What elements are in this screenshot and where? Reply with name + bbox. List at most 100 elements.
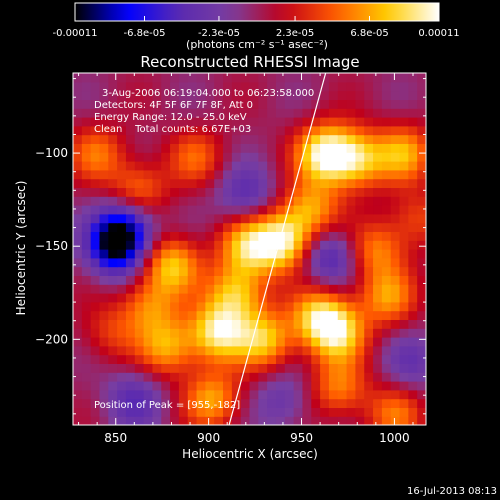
heatmap-cell <box>328 161 339 171</box>
heatmap-cell <box>381 108 392 118</box>
heatmap-cell <box>311 293 321 303</box>
heatmap-cell <box>355 143 365 153</box>
heatmap-cell <box>240 319 251 329</box>
heatmap-cell <box>231 345 242 356</box>
heatmap-cell <box>108 354 118 364</box>
heatmap-cell <box>355 125 365 136</box>
heatmap-cell <box>267 284 277 294</box>
heatmap-cell <box>231 257 242 268</box>
heatmap-cell <box>355 328 365 338</box>
heatmap-cell <box>117 178 127 188</box>
heatmap-cell <box>258 187 268 197</box>
heatmap-cell <box>364 117 374 127</box>
heatmap-cell <box>390 231 401 241</box>
heatmap-cell <box>196 275 206 285</box>
heatmap-cell <box>231 169 242 180</box>
heatmap-cell <box>205 117 215 127</box>
heatmap-cell <box>399 310 409 320</box>
heatmap-cell <box>346 389 356 400</box>
heatmap-cell <box>170 161 180 171</box>
heatmap-cell <box>99 257 109 268</box>
heatmap-cell <box>311 354 321 364</box>
heatmap-cell <box>364 310 374 320</box>
heatmap-cell <box>381 345 392 356</box>
heatmap-cell <box>214 389 224 400</box>
heatmap-cell <box>302 205 312 215</box>
heatmap-cell <box>143 169 154 180</box>
heatmap-cell <box>399 249 409 259</box>
heatmap-cell <box>399 354 409 364</box>
heatmap-cell <box>381 337 392 347</box>
heatmap-cell <box>346 398 356 408</box>
heatmap-cell <box>161 222 171 232</box>
heatmap-cell <box>355 73 365 83</box>
heatmap-cell <box>117 266 127 276</box>
heatmap-cell <box>90 73 101 83</box>
heatmap-cell <box>302 108 312 118</box>
heatmap-cell <box>125 257 136 268</box>
heatmap-cell <box>258 213 268 224</box>
heatmap-cell <box>170 81 180 92</box>
heatmap-cell <box>275 416 286 425</box>
heatmap-cell <box>81 169 92 180</box>
heatmap-cell <box>320 284 330 294</box>
heatmap-cell <box>258 337 268 347</box>
heatmap-cell <box>328 293 339 303</box>
heatmap-cell <box>381 319 392 329</box>
heatmap-cell <box>328 213 339 224</box>
heatmap-cell <box>187 345 198 356</box>
heatmap-cell <box>258 231 268 241</box>
heatmap-cell <box>346 301 356 312</box>
heatmap-cell <box>399 240 409 250</box>
heatmap-cell <box>196 231 206 241</box>
heatmap-cell <box>99 398 109 408</box>
heatmap-cell <box>381 196 392 206</box>
heatmap-cell <box>364 205 374 215</box>
heatmap-cell <box>311 328 321 338</box>
heatmap-cell <box>214 73 224 83</box>
heatmap-cell <box>81 319 92 329</box>
heatmap-cell <box>293 257 304 268</box>
heatmap-cell <box>214 152 224 162</box>
heatmap-cell <box>178 293 189 303</box>
heatmap-cell <box>178 319 189 329</box>
heatmap-cell <box>267 99 277 109</box>
heatmap-cell <box>373 161 383 171</box>
heatmap-cell <box>81 213 92 224</box>
heatmap-cell <box>355 337 365 347</box>
heatmap-cell <box>399 134 409 144</box>
heatmap-cell <box>258 222 268 232</box>
heatmap-cell <box>125 284 136 294</box>
heatmap-cell <box>143 389 154 400</box>
heatmap-cell <box>417 99 426 109</box>
heatmap-cell <box>73 240 83 250</box>
heatmap-cell <box>134 81 145 92</box>
heatmap-cell <box>302 169 312 180</box>
annotation-detectors: Detectors: 4F 5F 6F 7F 8F, Att 0 <box>94 100 253 111</box>
heatmap-cell <box>178 372 189 382</box>
heatmap-cell <box>143 205 154 215</box>
heatmap-cell <box>73 398 83 408</box>
heatmap-cell <box>205 222 215 232</box>
heatmap-cell <box>161 354 171 364</box>
heatmap-cell <box>214 416 224 425</box>
heatmap-cell <box>275 196 286 206</box>
heatmap-cell <box>178 275 189 285</box>
heatmap-cell <box>399 169 409 180</box>
heatmap-cell <box>311 196 321 206</box>
heatmap-cell <box>117 372 127 382</box>
heatmap-cell <box>99 354 109 364</box>
heatmap-cell <box>346 363 356 373</box>
heatmap-cell <box>258 240 268 250</box>
heatmap-cell <box>320 354 330 364</box>
heatmap-cell <box>417 240 426 250</box>
heatmap-cell <box>99 240 109 250</box>
heatmap-cell <box>170 249 180 259</box>
heatmap-cell <box>258 257 268 268</box>
heatmap-cell <box>125 99 136 109</box>
heatmap-cell <box>267 310 277 320</box>
heatmap-cell <box>249 187 259 197</box>
heatmap-cell <box>231 284 242 294</box>
heatmap-cell <box>267 416 277 425</box>
heatmap-cell <box>81 275 92 285</box>
